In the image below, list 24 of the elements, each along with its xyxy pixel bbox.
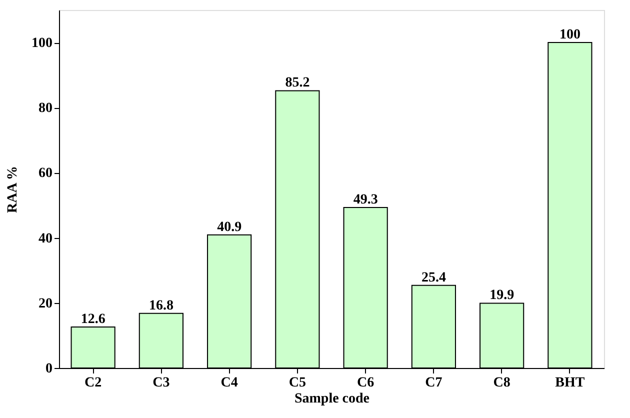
- data-label: 85.2: [285, 76, 310, 91]
- data-label: 100: [559, 28, 580, 43]
- data-label: 12.6: [80, 312, 106, 327]
- data-label: 49.3: [353, 192, 378, 208]
- x-tick-label: C5: [288, 376, 306, 390]
- x-tick-label: BHT: [555, 376, 586, 390]
- y-tick-label: 40: [38, 231, 52, 246]
- x-tick-label: C6: [357, 376, 374, 390]
- data-label: 16.8: [148, 298, 174, 314]
- data-label: 19.9: [490, 288, 514, 304]
- x-tick-label: C8: [493, 376, 510, 390]
- y-tick-label: 20: [38, 296, 52, 312]
- data-label: 25.4: [421, 270, 446, 286]
- x-tick-label: C4: [220, 376, 238, 390]
- y-tick-label: 60: [38, 166, 52, 182]
- y-axis-title: RAA %: [6, 166, 20, 214]
- x-tick-label: C3: [152, 376, 170, 390]
- data-label: 40.9: [217, 220, 242, 235]
- y-tick-label: 0: [46, 362, 52, 376]
- x-axis-title: Sample code: [294, 392, 370, 406]
- x-tick-label: C2: [84, 376, 102, 390]
- y-tick-label: 80: [38, 101, 52, 116]
- x-tick-label: C7: [425, 376, 442, 390]
- y-tick-label: 100: [32, 36, 52, 52]
